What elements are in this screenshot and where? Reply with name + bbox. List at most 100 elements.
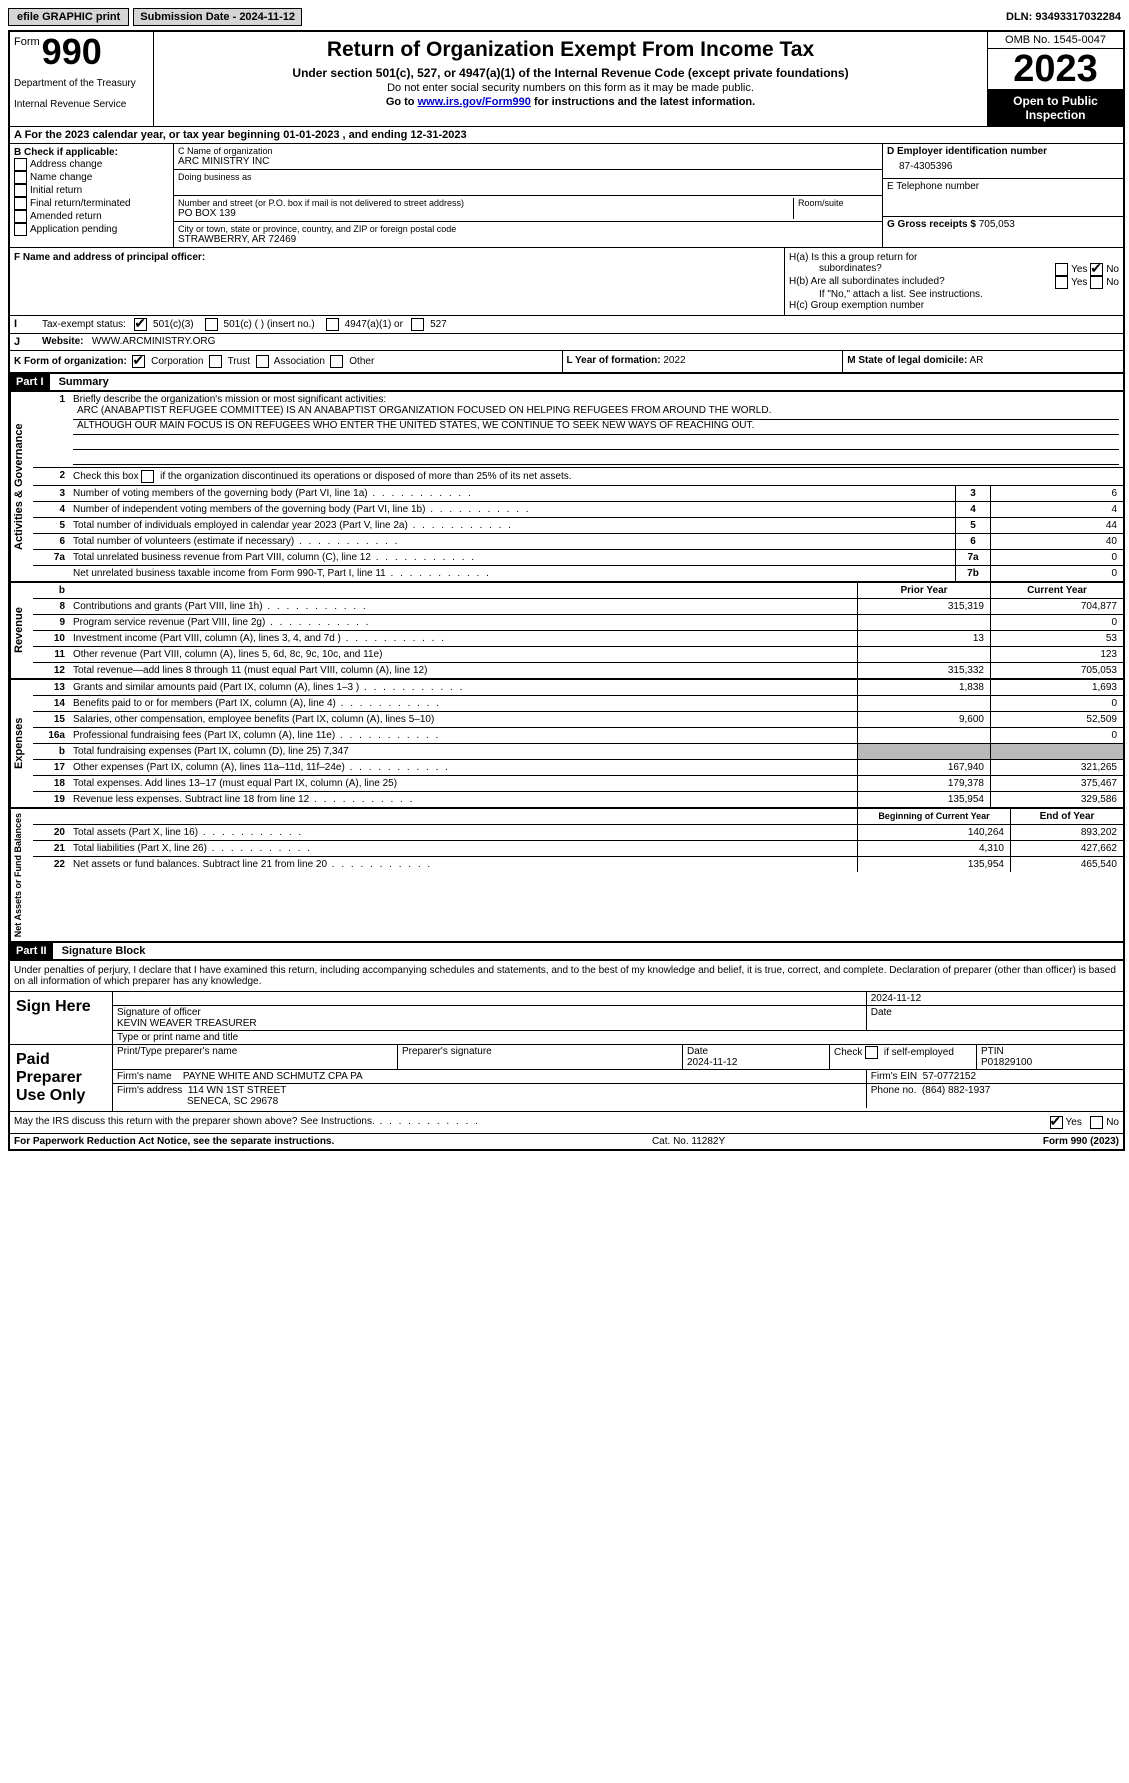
part-2-header: Part II Signature Block bbox=[10, 941, 1123, 959]
l7a: Total unrelated business revenue from Pa… bbox=[69, 550, 955, 565]
ha2-lab: subordinates? bbox=[789, 263, 882, 276]
discuss-row: May the IRS discuss this return with the… bbox=[10, 1111, 1123, 1133]
discuss-yes[interactable] bbox=[1050, 1116, 1063, 1129]
open1: Open to Public bbox=[1013, 94, 1098, 108]
c14: 0 bbox=[990, 696, 1123, 711]
tax-status: Tax-exempt status: 501(c)(3) 501(c) ( ) … bbox=[38, 316, 1123, 333]
k-other[interactable] bbox=[330, 355, 343, 368]
phone-lab: E Telephone number bbox=[887, 181, 1119, 192]
paid-preparer-row: Paid Preparer Use Only Print/Type prepar… bbox=[10, 1044, 1123, 1111]
k-corp[interactable] bbox=[132, 355, 145, 368]
l10: Investment income (Part VIII, column (A)… bbox=[69, 631, 857, 646]
mission-3 bbox=[73, 435, 1119, 450]
k-trust[interactable] bbox=[209, 355, 222, 368]
pdate-lab: Date bbox=[687, 1046, 825, 1057]
section-bc: B Check if applicable: Address change Na… bbox=[10, 143, 1123, 247]
fphone: (864) 882-1937 bbox=[922, 1085, 990, 1096]
officer-name: KEVIN WEAVER TREASURER bbox=[117, 1018, 862, 1029]
discuss-no[interactable] bbox=[1090, 1116, 1103, 1129]
c11: 123 bbox=[990, 647, 1123, 662]
l18: Total expenses. Add lines 13–17 (must eq… bbox=[69, 776, 857, 791]
l6: Total number of volunteers (estimate if … bbox=[69, 534, 955, 549]
hb-no[interactable] bbox=[1090, 276, 1103, 289]
b22: 135,954 bbox=[857, 857, 1010, 872]
pname-lab: Print/Type preparer's name bbox=[117, 1046, 393, 1057]
tax-501c3[interactable] bbox=[134, 318, 147, 331]
p17: 167,940 bbox=[857, 760, 990, 775]
open2: Inspection bbox=[1025, 108, 1085, 122]
chk-pending[interactable]: Application pending bbox=[14, 224, 117, 235]
ptin-lab: PTIN bbox=[981, 1046, 1119, 1057]
box-b: B Check if applicable: Address change Na… bbox=[10, 144, 174, 247]
p16b bbox=[857, 744, 990, 759]
e21: 427,662 bbox=[1010, 841, 1123, 856]
l13: Grants and similar amounts paid (Part IX… bbox=[69, 680, 857, 695]
city-val: STRAWBERRY, AR 72469 bbox=[178, 234, 878, 245]
tax-4947[interactable] bbox=[326, 318, 339, 331]
k-assoc[interactable] bbox=[256, 355, 269, 368]
chk-final[interactable]: Final return/terminated bbox=[14, 198, 131, 209]
c12: 705,053 bbox=[990, 663, 1123, 678]
room-lab: Room/suite bbox=[798, 198, 878, 208]
l2-chk[interactable] bbox=[141, 470, 154, 483]
header-right: OMB No. 1545-0047 2023 Open to Public In… bbox=[988, 32, 1123, 126]
type-lab: Type or print name and title bbox=[113, 1031, 1123, 1044]
org-name: ARC MINISTRY INC bbox=[178, 156, 878, 167]
tax-501c[interactable] bbox=[205, 318, 218, 331]
form-title: Return of Organization Exempt From Incom… bbox=[160, 38, 981, 62]
irs-link[interactable]: www.irs.gov/Form990 bbox=[418, 96, 531, 108]
box-c: C Name of organization ARC MINISTRY INC … bbox=[174, 144, 882, 247]
j-letter: J bbox=[10, 334, 38, 350]
city-lab: City or town, state or province, country… bbox=[178, 224, 878, 234]
row-j: J Website: WWW.ARCMINISTRY.ORG bbox=[10, 333, 1123, 350]
p19: 135,954 bbox=[857, 792, 990, 807]
l1-text: Briefly describe the organization's miss… bbox=[73, 394, 1119, 405]
b20: 140,264 bbox=[857, 825, 1010, 840]
p16a bbox=[857, 728, 990, 743]
website-lab: Website: bbox=[42, 336, 84, 347]
subtitle-2: Do not enter social security numbers on … bbox=[160, 82, 981, 94]
submission-date: Submission Date - 2024-11-12 bbox=[133, 8, 302, 26]
faddr1: 114 WN 1ST STREET bbox=[188, 1085, 287, 1096]
ha-yes[interactable] bbox=[1055, 263, 1068, 276]
psig-lab: Preparer's signature bbox=[402, 1046, 678, 1057]
p9 bbox=[857, 615, 990, 630]
form-container: Form 990 Department of the Treasury Inte… bbox=[8, 30, 1125, 1151]
l21: Total liabilities (Part X, line 26) bbox=[69, 841, 857, 856]
p8: 315,319 bbox=[857, 599, 990, 614]
net-sidelabel: Net Assets or Fund Balances bbox=[10, 809, 33, 941]
ha-no[interactable] bbox=[1090, 263, 1103, 276]
hb-yes[interactable] bbox=[1055, 276, 1068, 289]
sub3-post: for instructions and the latest informat… bbox=[531, 96, 755, 108]
header-left: Form 990 Department of the Treasury Inte… bbox=[10, 32, 154, 126]
gross-lab: G Gross receipts $ bbox=[887, 219, 976, 230]
header-mid: Return of Organization Exempt From Incom… bbox=[154, 32, 988, 126]
c15: 52,509 bbox=[990, 712, 1123, 727]
faddr-lab: Firm's address bbox=[117, 1085, 182, 1096]
box-f: F Name and address of principal officer: bbox=[10, 248, 785, 315]
footer-right: Form 990 (2023) bbox=[1043, 1136, 1119, 1147]
v6: 40 bbox=[990, 534, 1123, 549]
chk-amended[interactable]: Amended return bbox=[14, 211, 102, 222]
self-emp-chk[interactable] bbox=[865, 1046, 878, 1059]
chk-name[interactable]: Name change bbox=[14, 172, 92, 183]
hc-lab: H(c) Group exemption number bbox=[789, 300, 1119, 311]
chk-initial[interactable]: Initial return bbox=[14, 185, 82, 196]
mission-2: ALTHOUGH OUR MAIN FOCUS IS ON REFUGEES W… bbox=[73, 420, 1119, 435]
website-val: WWW.ARCMINISTRY.ORG bbox=[92, 336, 216, 347]
street-val: PO BOX 139 bbox=[178, 208, 789, 219]
chk-address[interactable]: Address change bbox=[14, 159, 102, 170]
ptin: P01829100 bbox=[981, 1057, 1119, 1068]
part1-badge: Part I bbox=[10, 374, 50, 390]
part2-title: Signature Block bbox=[62, 945, 146, 957]
c9: 0 bbox=[990, 615, 1123, 630]
l9: Program service revenue (Part VIII, line… bbox=[69, 615, 857, 630]
l19: Revenue less expenses. Subtract line 18 … bbox=[69, 792, 857, 807]
c10: 53 bbox=[990, 631, 1123, 646]
exp-sidelabel: Expenses bbox=[10, 680, 33, 807]
l17: Other expenses (Part IX, column (A), lin… bbox=[69, 760, 857, 775]
efile-print-button[interactable]: efile GRAPHIC print bbox=[8, 8, 129, 26]
sub3-pre: Go to bbox=[386, 96, 418, 108]
tax-527[interactable] bbox=[411, 318, 424, 331]
p18: 179,378 bbox=[857, 776, 990, 791]
